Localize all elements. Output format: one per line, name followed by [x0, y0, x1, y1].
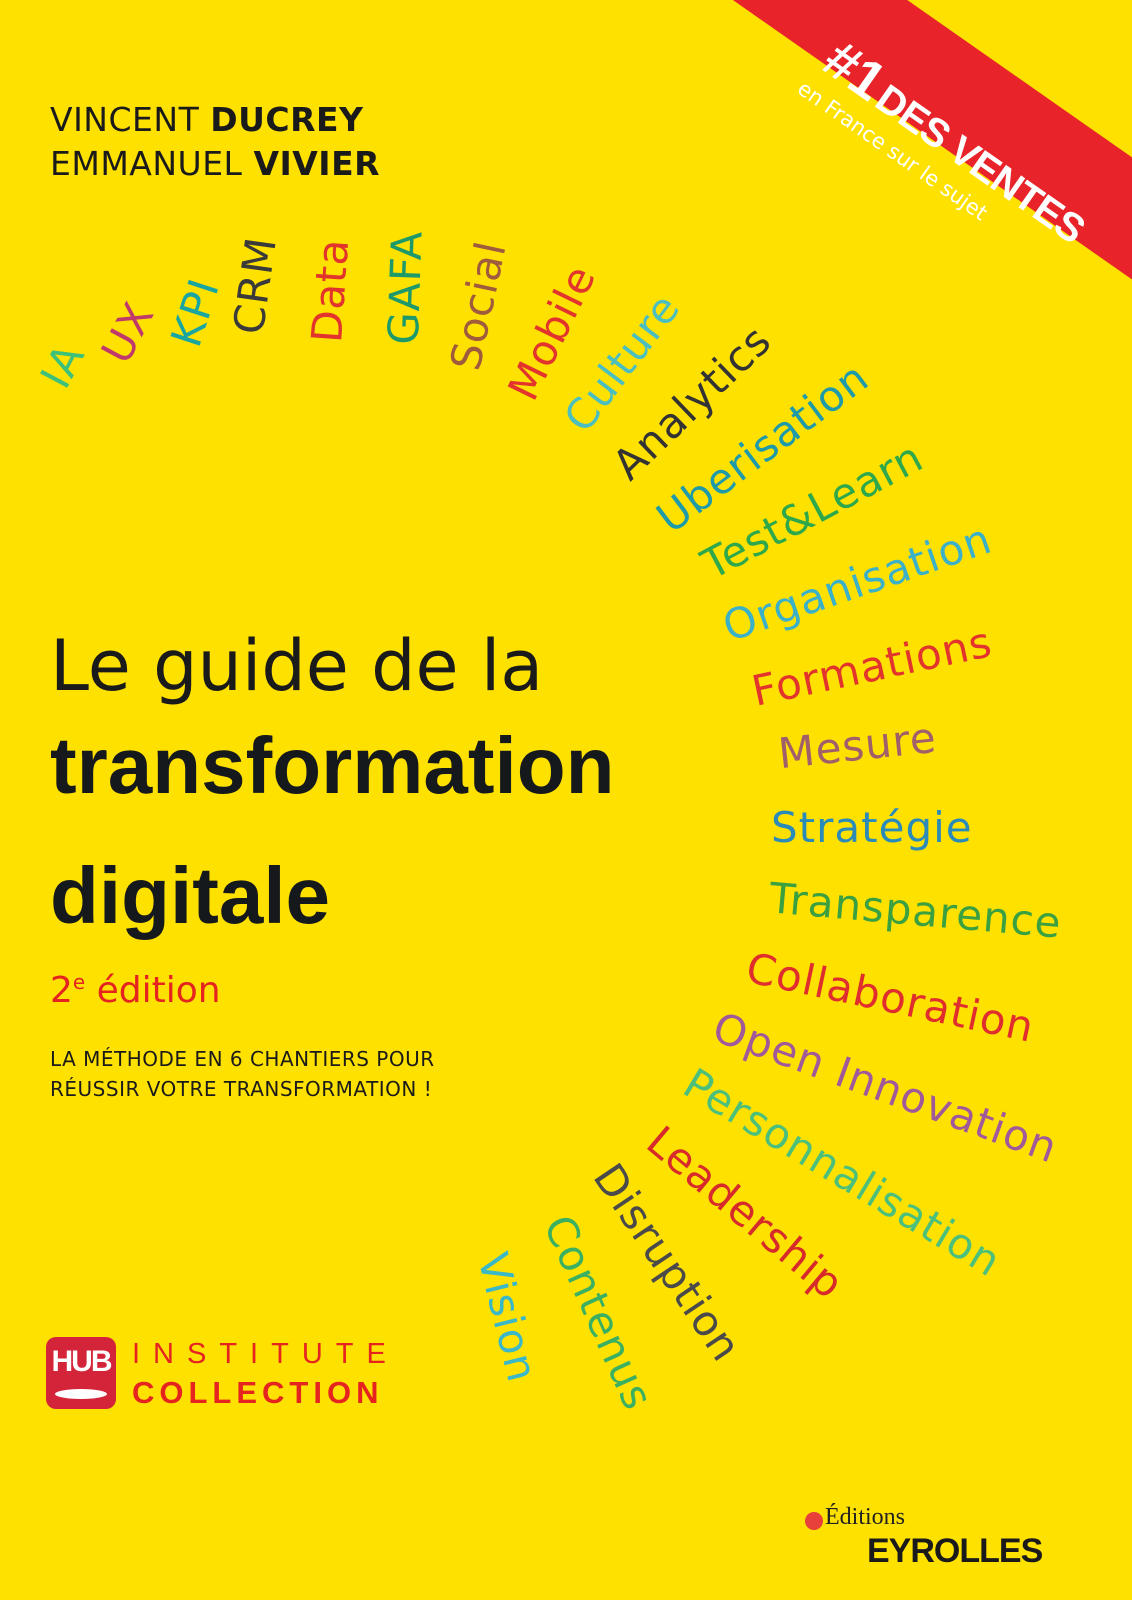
- publisher-dot-icon: [805, 1512, 823, 1530]
- publisher-line-1: Éditions: [825, 1504, 906, 1530]
- keyword-ia: IA: [30, 334, 94, 396]
- keyword-mesure: Mesure: [775, 712, 939, 778]
- keyword-social: Social: [440, 236, 516, 374]
- keyword-transparence: Transparence: [766, 872, 1064, 948]
- publisher-line-2: EYROLLES: [867, 1532, 1043, 1570]
- title-line-3: digitale: [50, 851, 331, 940]
- edition-sup: e: [72, 970, 86, 994]
- title-line-1: Le guide de la: [50, 625, 544, 707]
- subtitle: LA MÉTHODE EN 6 CHANTIERS POUR RÉUSSIR V…: [50, 1044, 435, 1104]
- author-2: EMMANUEL VIVIER: [50, 142, 380, 186]
- author-last: DUCREY: [210, 100, 364, 139]
- author-1: VINCENT DUCREY: [50, 98, 380, 142]
- author-first: VINCENT: [50, 100, 200, 139]
- keyword-data: Data: [302, 236, 359, 344]
- keyword-kpi: KPI: [161, 271, 229, 353]
- subtitle-line-1: LA MÉTHODE EN 6 CHANTIERS POUR: [50, 1047, 435, 1071]
- keyword-crm: CRM: [223, 233, 286, 337]
- keyword-strat-gie: Stratégie: [771, 802, 973, 852]
- title-line-2: transformation: [50, 721, 615, 810]
- hub-logo: HUB: [46, 1337, 116, 1409]
- hub-logo-oval: [55, 1389, 107, 1399]
- authors: VINCENT DUCREY EMMANUEL VIVIER: [50, 98, 380, 186]
- subtitle-line-2: RÉUSSIR VOTRE TRANSFORMATION !: [50, 1077, 433, 1101]
- collection-line-1: INSTITUTE: [132, 1338, 399, 1370]
- hub-logo-text: HUB: [51, 1345, 113, 1378]
- edition: 2e édition: [50, 970, 221, 1011]
- author-first: EMMANUEL: [50, 144, 243, 183]
- keyword-gafa: GAFA: [378, 229, 432, 345]
- keyword-vision: Vision: [467, 1247, 547, 1387]
- edition-number: 2: [50, 970, 73, 1011]
- author-last: VIVIER: [253, 144, 381, 183]
- edition-text: édition: [85, 970, 221, 1011]
- keyword-ux: UX: [91, 293, 164, 371]
- collection-line-2: COLLECTION: [132, 1375, 384, 1410]
